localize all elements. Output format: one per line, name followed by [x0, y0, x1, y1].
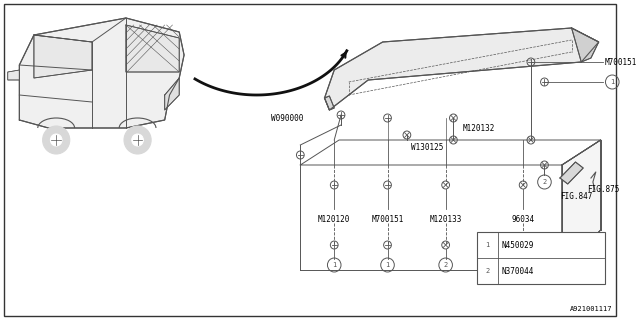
- Text: W090000: W090000: [271, 114, 303, 123]
- Text: 1: 1: [610, 79, 614, 85]
- Text: W130125: W130125: [411, 142, 443, 151]
- Text: M120133: M120133: [429, 215, 462, 224]
- Text: 1: 1: [332, 262, 337, 268]
- Text: 1: 1: [385, 262, 390, 268]
- Text: 2: 2: [521, 262, 525, 268]
- Polygon shape: [562, 140, 601, 270]
- Text: M120120: M120120: [318, 215, 351, 224]
- Polygon shape: [19, 18, 184, 128]
- Circle shape: [51, 134, 62, 146]
- Polygon shape: [8, 70, 19, 80]
- Text: 1: 1: [485, 242, 490, 248]
- Text: M700151: M700151: [605, 58, 637, 67]
- Polygon shape: [572, 28, 598, 62]
- Polygon shape: [126, 25, 179, 72]
- Text: N450029: N450029: [502, 241, 534, 250]
- Text: 96034: 96034: [511, 215, 534, 224]
- Text: 2: 2: [485, 268, 490, 274]
- Text: A921001117: A921001117: [570, 306, 612, 312]
- Text: M120132: M120132: [463, 124, 495, 132]
- Text: N370044: N370044: [502, 267, 534, 276]
- Text: 2: 2: [542, 179, 547, 185]
- Polygon shape: [324, 28, 598, 110]
- Text: 2: 2: [444, 262, 448, 268]
- Circle shape: [132, 134, 143, 146]
- Text: M700151: M700151: [371, 215, 404, 224]
- Polygon shape: [324, 96, 334, 110]
- Text: FIG.875: FIG.875: [587, 185, 620, 194]
- Polygon shape: [34, 35, 92, 78]
- Polygon shape: [164, 78, 179, 110]
- Circle shape: [124, 126, 151, 154]
- Circle shape: [43, 126, 70, 154]
- Bar: [477, 232, 605, 284]
- Text: FIG.847: FIG.847: [560, 192, 593, 201]
- Polygon shape: [560, 162, 583, 184]
